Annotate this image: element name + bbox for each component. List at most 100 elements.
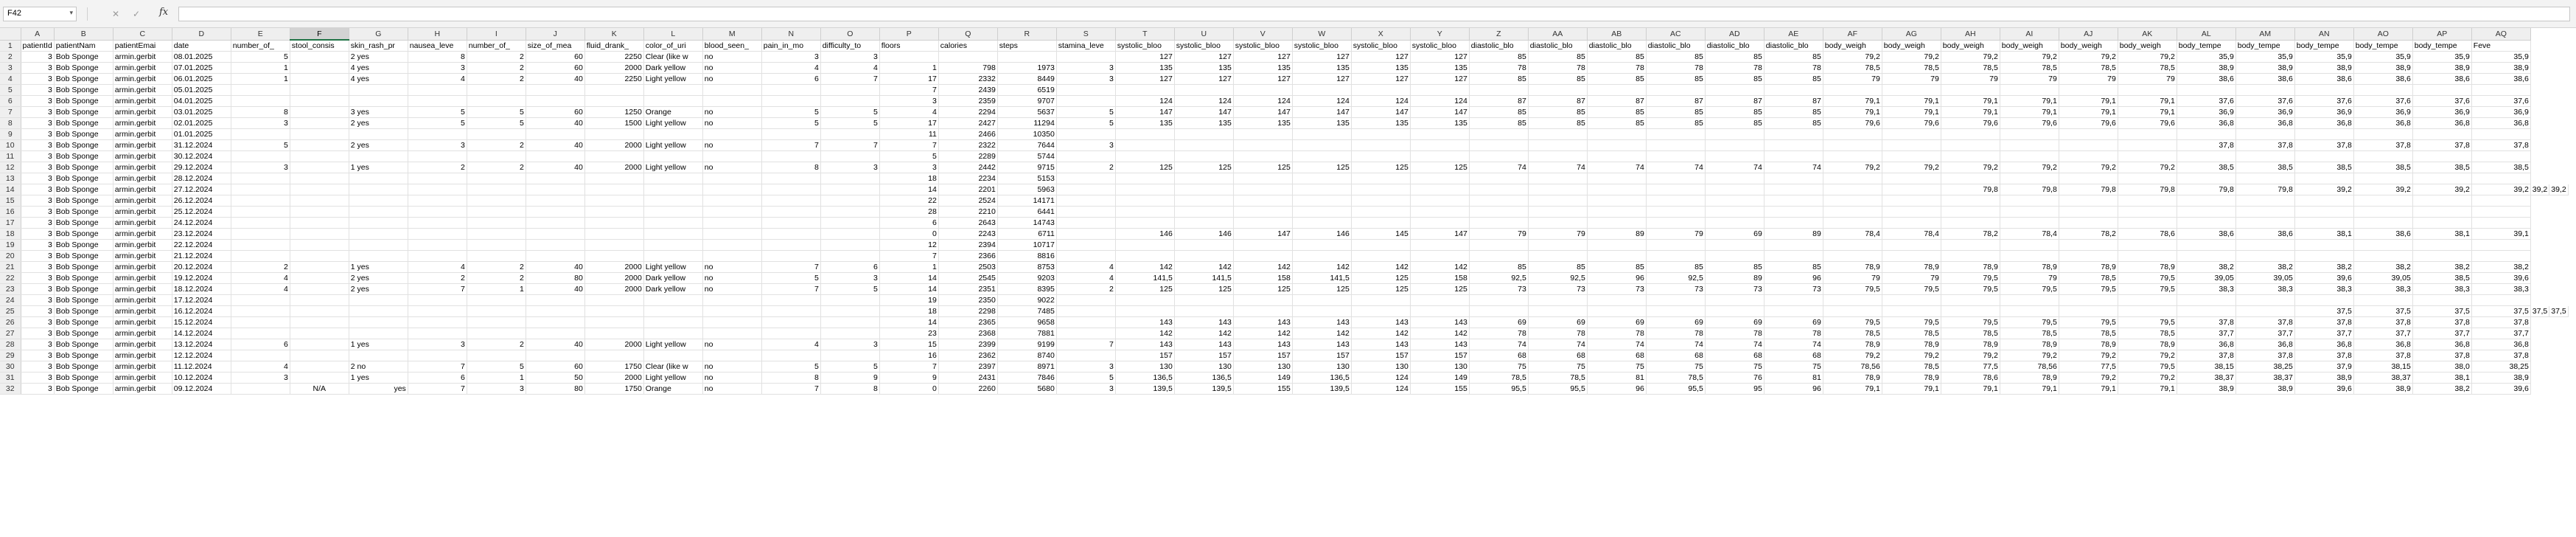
cell[interactable]: 38,9	[2177, 62, 2236, 74]
cell[interactable]: 2289	[938, 150, 998, 162]
cell[interactable]: 79	[1823, 73, 1882, 85]
cell[interactable]	[1056, 84, 1116, 96]
cell[interactable]	[231, 195, 290, 207]
cell[interactable]: 2000	[584, 162, 644, 173]
cell[interactable]	[1587, 184, 1647, 195]
cell[interactable]: 3	[820, 339, 880, 350]
cell[interactable]	[1292, 173, 1352, 184]
cell[interactable]: 69	[1764, 316, 1823, 328]
cell[interactable]: 2000	[584, 62, 644, 74]
cell[interactable]: 39,05	[2353, 272, 2413, 284]
cell[interactable]	[1056, 350, 1116, 361]
cell[interactable]: 37,6	[2412, 95, 2472, 107]
cell[interactable]: 36,8	[2177, 339, 2236, 350]
cell[interactable]	[1115, 184, 1175, 195]
cell[interactable]	[2471, 250, 2531, 262]
cell[interactable]: 5153	[997, 173, 1057, 184]
cell[interactable]	[2000, 206, 2059, 218]
column-header-aa[interactable]: AA	[1528, 28, 1588, 41]
cell[interactable]: 2524	[938, 195, 998, 207]
cell[interactable]: 4	[231, 272, 290, 284]
spreadsheet-grid[interactable]: A B C D E F G H I J K L M N O P Q R S T U V W X Y Z AA AB AC AD AE AF AG…	[0, 28, 2569, 395]
cell[interactable]: 37,8	[2412, 316, 2472, 328]
cell[interactable]	[1587, 305, 1647, 317]
cell[interactable]: 3	[21, 239, 55, 251]
cell[interactable]	[2294, 84, 2354, 96]
cell[interactable]: 79,6	[1823, 117, 1882, 129]
cell[interactable]: 7485	[997, 305, 1057, 317]
cell[interactable]	[1764, 195, 1823, 207]
cell[interactable]: 130	[1115, 361, 1175, 373]
field-header-cell[interactable]: systolic_bloo	[1351, 40, 1411, 52]
cell[interactable]: 2427	[938, 117, 998, 129]
cell[interactable]	[643, 316, 703, 328]
cell[interactable]	[2235, 150, 2295, 162]
cell[interactable]: 85	[1469, 51, 1529, 63]
cell[interactable]: 74	[1646, 339, 1706, 350]
cell[interactable]: 135	[1233, 117, 1293, 129]
cell[interactable]: 142	[1292, 328, 1352, 339]
cell[interactable]	[1882, 294, 1941, 306]
cell[interactable]: armin.gerbit	[113, 283, 172, 295]
cell[interactable]	[231, 383, 290, 395]
cell[interactable]: 127	[1351, 51, 1411, 63]
cell[interactable]: 3	[21, 261, 55, 273]
cell[interactable]: 9	[820, 372, 880, 384]
cell[interactable]	[1292, 139, 1352, 151]
cell[interactable]: 2442	[938, 162, 998, 173]
cell[interactable]: Bob Sponge	[54, 283, 114, 295]
cell[interactable]	[1823, 294, 1882, 306]
cell[interactable]	[349, 350, 408, 361]
cell[interactable]	[1351, 217, 1411, 229]
cell[interactable]: 7846	[997, 372, 1057, 384]
cell[interactable]: 124	[1292, 95, 1352, 107]
cell[interactable]: 37,6	[2294, 95, 2354, 107]
cell[interactable]: 74	[1705, 162, 1765, 173]
cell[interactable]	[2000, 305, 2059, 317]
cell[interactable]	[1823, 305, 1882, 317]
cell[interactable]	[820, 305, 880, 317]
cell[interactable]	[1115, 294, 1175, 306]
field-header-cell[interactable]: stamina_leve	[1056, 40, 1116, 52]
cell[interactable]	[1351, 250, 1411, 262]
cell[interactable]	[1764, 294, 1823, 306]
cell[interactable]	[2177, 173, 2236, 184]
cell[interactable]	[1410, 239, 1470, 251]
formula-input[interactable]	[178, 7, 2570, 21]
cell[interactable]: 74	[1528, 339, 1588, 350]
cell[interactable]: 127	[1410, 73, 1470, 85]
cell[interactable]: 11294	[997, 117, 1057, 129]
cell[interactable]: armin.gerbit	[113, 173, 172, 184]
cell[interactable]: 6441	[997, 206, 1057, 218]
cell[interactable]: 1 yes	[349, 339, 408, 350]
cell[interactable]	[526, 150, 585, 162]
cell[interactable]	[643, 150, 703, 162]
cell[interactable]: armin.gerbit	[113, 51, 172, 63]
cell[interactable]: 147	[1233, 106, 1293, 118]
cell[interactable]: 79,2	[1823, 51, 1882, 63]
cell[interactable]: 68	[1764, 350, 1823, 361]
cell[interactable]	[2235, 173, 2295, 184]
cell[interactable]: armin.gerbit	[113, 250, 172, 262]
cell[interactable]	[1823, 217, 1882, 229]
cell[interactable]	[408, 328, 467, 339]
cell[interactable]: 68	[1646, 350, 1706, 361]
field-header-cell[interactable]: body_tempe	[2294, 40, 2354, 52]
cell[interactable]: 2 yes	[349, 283, 408, 295]
cell[interactable]: 68	[1469, 350, 1529, 361]
cell[interactable]	[1292, 305, 1352, 317]
cell[interactable]: 136,5	[1292, 372, 1352, 384]
cell[interactable]: 07.01.2025	[172, 62, 231, 74]
cell[interactable]: 3	[21, 350, 55, 361]
cell[interactable]	[938, 51, 998, 63]
cell[interactable]: 60	[526, 361, 585, 373]
cell[interactable]	[820, 128, 880, 140]
cell[interactable]: 12.12.2024	[172, 350, 231, 361]
cell[interactable]	[2471, 294, 2531, 306]
cell[interactable]	[1705, 305, 1765, 317]
cell[interactable]	[820, 250, 880, 262]
cell[interactable]: 37,8	[2412, 350, 2472, 361]
cell[interactable]: 40	[526, 117, 585, 129]
cell[interactable]: Light yellow	[643, 372, 703, 384]
cell[interactable]: 69	[1528, 316, 1588, 328]
